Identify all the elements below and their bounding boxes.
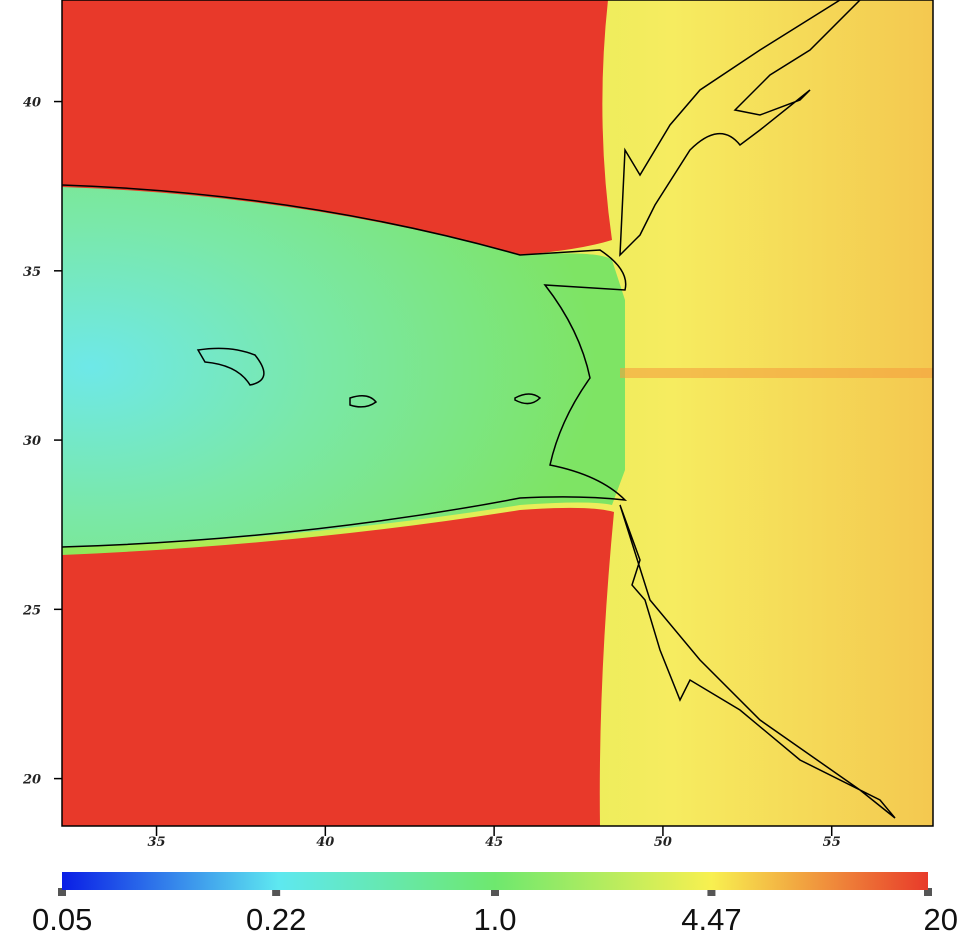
colorbar-tick-label: 20 [924, 902, 958, 937]
axis-streak [620, 368, 933, 378]
axes: 35 40 45 50 55 20 25 30 35 40 0.05 0.22 1.0 4.47 20 [22, 96, 958, 937]
y-tick-label: 25 [22, 603, 41, 618]
x-tick-label: 40 [316, 835, 334, 850]
colorbar-tick-label: 0.22 [246, 902, 306, 937]
colorbar-tick [272, 888, 281, 896]
x-tick-label: 45 [485, 835, 503, 850]
y-tick-label: 40 [23, 96, 41, 111]
colorbar-tick [924, 888, 932, 896]
jet-region [62, 187, 625, 547]
colorbar-tick [58, 888, 66, 896]
y-tick-label: 35 [23, 265, 41, 280]
x-tick-label: 55 [823, 835, 841, 850]
colorbar-tick-label: 0.05 [32, 902, 92, 937]
y-tick-label: 20 [22, 773, 41, 788]
colorbar-tick [491, 888, 499, 896]
dense-region-bottom [62, 507, 614, 826]
x-tick-label: 35 [147, 835, 165, 850]
colorbar-tick-label: 1.0 [473, 902, 516, 937]
colorbar-tick-label: 4.47 [681, 902, 741, 937]
contours [61, 0, 896, 819]
field [61, 0, 934, 827]
colorbar [62, 872, 928, 890]
colorbar-tick [707, 888, 716, 896]
dense-region-top [62, 0, 612, 255]
x-tick-label: 50 [654, 835, 672, 850]
y-tick-label: 30 [23, 434, 41, 449]
plot-frame [61, 0, 934, 827]
